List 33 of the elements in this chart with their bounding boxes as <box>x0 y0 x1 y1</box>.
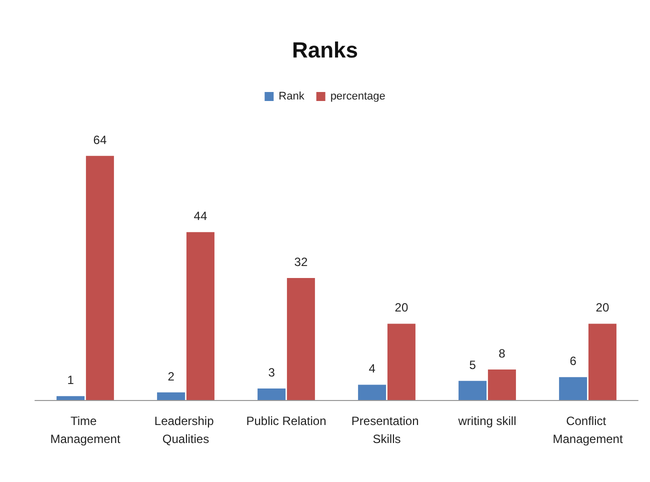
legend-label: percentage <box>330 90 386 102</box>
bar <box>56 396 85 400</box>
data-label: 2 <box>168 369 175 384</box>
data-label: 32 <box>294 254 308 269</box>
data-label: 1 <box>67 373 74 388</box>
x-tick-label: Leadership Qualities <box>154 414 218 446</box>
data-label: 3 <box>268 366 276 380</box>
bar <box>86 156 114 400</box>
x-tick-label: Time Management <box>50 414 121 446</box>
data-label: 5 <box>469 358 476 372</box>
bar <box>186 232 214 400</box>
data-label: 64 <box>93 132 107 147</box>
bar <box>488 369 516 400</box>
bar <box>559 377 588 400</box>
data-label: 8 <box>498 346 506 360</box>
bar <box>458 380 487 400</box>
bar <box>157 392 186 400</box>
data-label: 6 <box>570 354 577 368</box>
x-tick-label: Presentation Skills <box>351 414 422 446</box>
x-tick-label: Conflict Management <box>552 414 624 446</box>
x-tick-label: Public Relation <box>246 414 326 428</box>
bar <box>387 324 416 400</box>
data-label: 20 <box>596 300 610 315</box>
bar <box>358 384 386 400</box>
data-label: 20 <box>394 300 408 315</box>
data-label: 44 <box>194 209 208 224</box>
bar <box>286 278 315 400</box>
legend-label: Rank <box>278 90 305 102</box>
chart-title: Ranks <box>292 38 358 62</box>
bar <box>258 388 286 400</box>
bar <box>588 324 616 400</box>
x-tick-label: writing skill <box>457 414 516 428</box>
data-label: 4 <box>368 362 376 376</box>
